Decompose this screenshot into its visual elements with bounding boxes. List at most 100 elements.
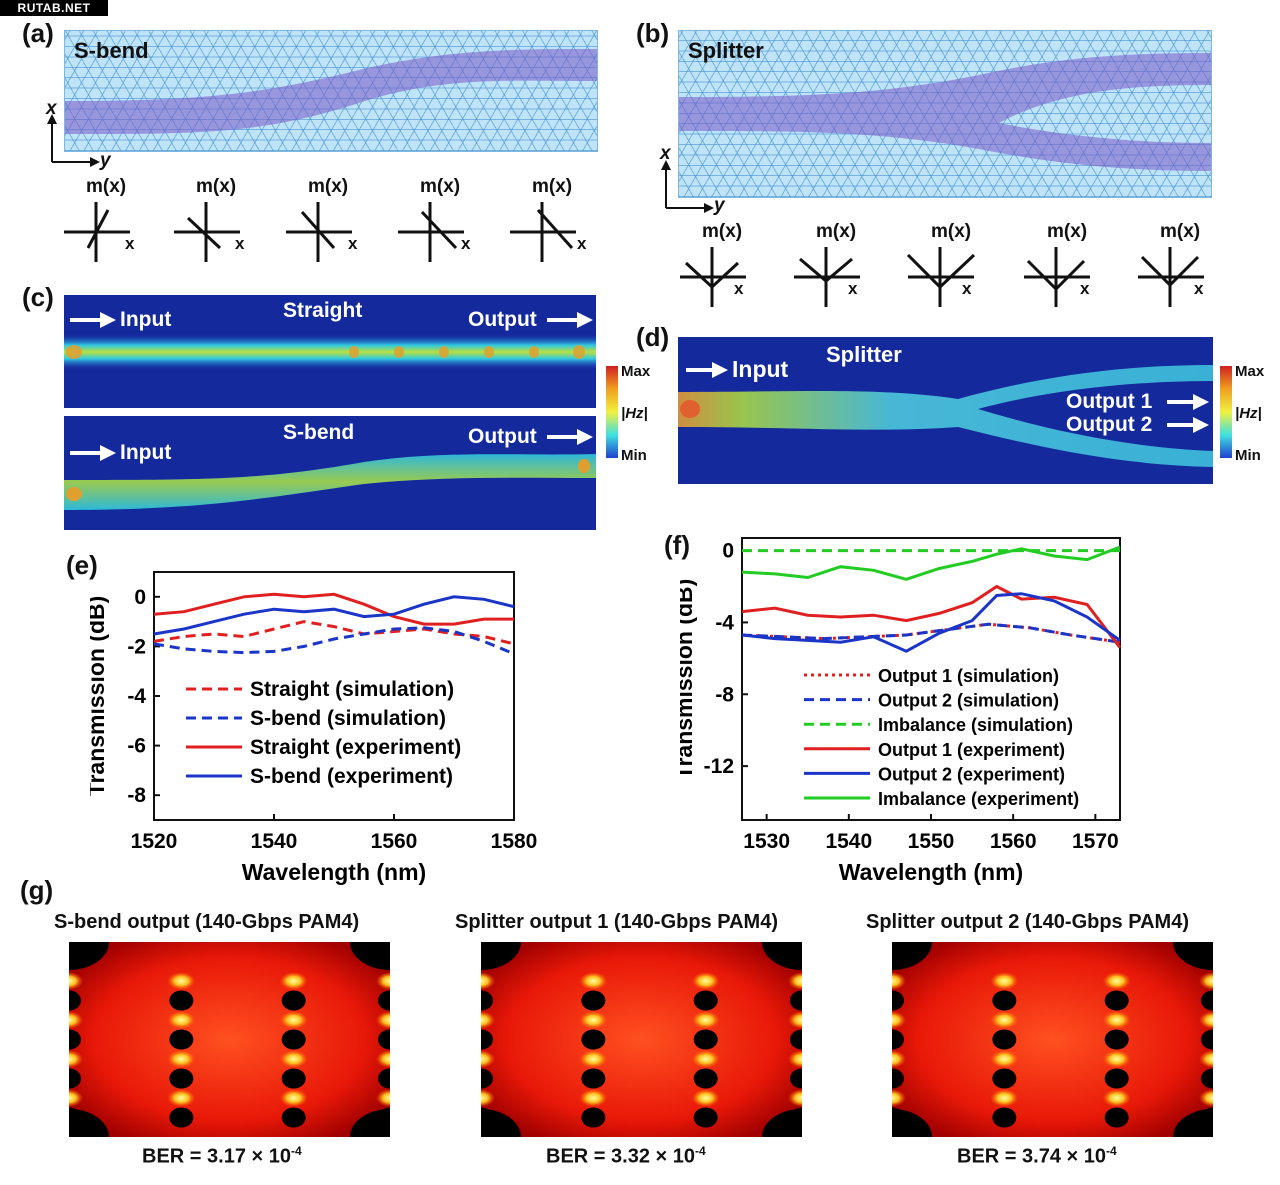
axis-y-label-b: y xyxy=(714,195,725,216)
eye-pattern xyxy=(892,942,1213,1137)
profile-m-label: m(x) xyxy=(308,176,349,197)
watermark: RUTAB.NET xyxy=(0,0,108,16)
panel-label-a: (a) xyxy=(22,18,54,48)
legend-label: Imbalance (experiment) xyxy=(878,789,1079,809)
x-tick-label: 1580 xyxy=(491,830,538,853)
x-tick-label: 1570 xyxy=(1072,830,1119,853)
x-axis-label: Wavelength (nm) xyxy=(839,859,1023,885)
profile-m-label: m(x) xyxy=(532,176,573,197)
profile-diagrams-a xyxy=(64,202,576,262)
profile-x-label: x xyxy=(962,279,972,298)
eye-diagram xyxy=(481,942,802,1137)
y-tick-label: -4 xyxy=(715,611,734,634)
ber-text: BER = 3.32 × 10 xyxy=(546,1145,695,1168)
colorbar-max: Max xyxy=(621,363,651,380)
arrow-icon xyxy=(70,445,116,461)
x-tick-label: 1540 xyxy=(825,830,872,853)
series-line xyxy=(153,626,515,656)
x-axis-label: Wavelength (nm) xyxy=(242,859,426,885)
panel-label-c: (c) xyxy=(22,282,54,312)
y-tick-label: 0 xyxy=(134,586,146,609)
x-tick-label: 1520 xyxy=(131,830,178,853)
profile-x-label: x xyxy=(1080,279,1090,298)
legend-label: Imbalance (simulation) xyxy=(878,715,1073,735)
colorbar-d xyxy=(1220,366,1232,458)
ber-exponent: -4 xyxy=(1105,1144,1117,1158)
sbend-field-map xyxy=(64,416,596,530)
series-line xyxy=(741,622,1121,644)
x-tick-label: 1540 xyxy=(251,830,298,853)
sbend-lattice xyxy=(64,30,598,152)
profile-m-label: m(x) xyxy=(816,221,857,242)
ber-value: BER = 3.74 × 10-4 xyxy=(957,1144,1117,1169)
eye-diagram xyxy=(69,942,390,1137)
colorbar-c xyxy=(606,366,618,458)
axis-arrows-b xyxy=(661,160,714,213)
profile-m-label: m(x) xyxy=(196,176,237,197)
output1-label: Output 1 xyxy=(1066,390,1153,413)
colorbar-quantity: |Hz| xyxy=(621,405,648,422)
panel-label-g: (g) xyxy=(20,875,54,905)
splitter-waveguide xyxy=(679,53,1211,171)
eye-pattern xyxy=(481,942,802,1137)
profile-x-label: x xyxy=(125,234,135,253)
y-axis-label: Transmission (dB) xyxy=(680,579,697,780)
eye-caption: Splitter output 1 (140-Gbps PAM4) xyxy=(455,911,778,933)
splitter-field-title: Splitter xyxy=(826,342,902,367)
profile-m-label: m(x) xyxy=(931,221,972,242)
profile-diagrams-b xyxy=(680,247,1204,307)
series-line xyxy=(153,592,514,626)
legend-label: Output 1 (experiment) xyxy=(878,740,1065,760)
y-axis-label: Transmission (dB) xyxy=(90,596,109,797)
arrow-icon xyxy=(70,312,116,328)
y-tick-label: -2 xyxy=(127,635,146,658)
panel-label-d: (d) xyxy=(636,322,670,352)
axis-arrows-a xyxy=(47,114,100,167)
y-tick-label: -4 xyxy=(127,685,146,708)
ber-value: BER = 3.32 × 10-4 xyxy=(546,1144,706,1169)
arrow-icon xyxy=(686,362,728,378)
x-tick-label: 1560 xyxy=(371,830,418,853)
series-line xyxy=(741,545,1121,581)
arrow-icon xyxy=(547,429,593,445)
legend-label: Straight (simulation) xyxy=(250,678,454,701)
ber-exponent: -4 xyxy=(290,1144,302,1158)
legend-label: S-bend (simulation) xyxy=(250,707,446,730)
panel-label-f: (f) xyxy=(664,530,690,560)
profile-x-label: x xyxy=(734,279,744,298)
y-tick-label: 0 xyxy=(722,540,734,563)
ber-text: BER = 3.74 × 10 xyxy=(957,1145,1106,1168)
eye-pattern xyxy=(69,942,390,1137)
sbend-field-title: S-bend xyxy=(283,421,355,444)
profile-m-label: m(x) xyxy=(1160,221,1201,242)
straight-input-label: Input xyxy=(120,308,172,331)
panel-label-e: (e) xyxy=(66,550,98,580)
splitter-title: Splitter xyxy=(688,38,764,63)
profile-m-label: m(x) xyxy=(420,176,461,197)
series-line xyxy=(741,584,1122,649)
straight-field-map xyxy=(64,295,596,408)
legend-label: Output 2 (experiment) xyxy=(878,764,1065,784)
splitter-lattice xyxy=(678,30,1212,198)
colorbar-quantity: |Hz| xyxy=(1235,405,1262,422)
splitter-input-label: Input xyxy=(732,356,789,382)
profile-x-label: x xyxy=(848,279,858,298)
arrow-icon xyxy=(1167,394,1209,410)
profile-x-label: x xyxy=(235,234,245,253)
x-tick-label: 1550 xyxy=(908,830,955,853)
sbend-output-label: Output xyxy=(468,425,537,448)
profile-m-label: m(x) xyxy=(86,176,127,197)
ber-exponent: -4 xyxy=(694,1144,706,1158)
ber-text: BER = 3.17 × 10 xyxy=(142,1145,291,1168)
straight-output-label: Output xyxy=(468,308,537,331)
straight-title: Straight xyxy=(283,299,363,322)
y-tick-label: -6 xyxy=(127,735,146,758)
x-tick-label: 1530 xyxy=(743,830,790,853)
profile-m-label: m(x) xyxy=(702,221,743,242)
sbend-waveguide xyxy=(65,49,597,134)
y-tick-label: -12 xyxy=(704,755,734,778)
output2-label: Output 2 xyxy=(1066,413,1153,436)
eye-caption: Splitter output 2 (140-Gbps PAM4) xyxy=(866,911,1189,933)
series-line xyxy=(153,620,515,646)
transmission-chart-f: 1530 1540 1550 1560 1570 0 -4 -8 -12 Wavelength (… xyxy=(680,537,1122,885)
